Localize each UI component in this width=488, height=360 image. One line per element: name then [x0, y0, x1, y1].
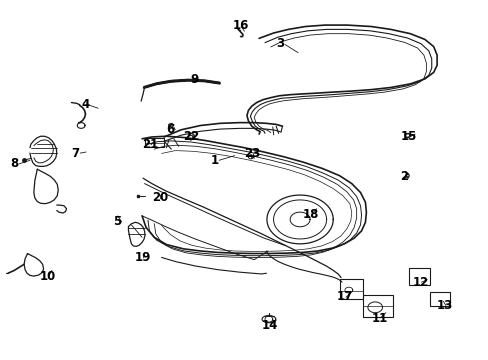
- Text: 19: 19: [135, 251, 151, 264]
- Text: 14: 14: [261, 319, 277, 332]
- Text: 21: 21: [142, 138, 158, 150]
- Text: 9: 9: [190, 73, 199, 86]
- Text: 13: 13: [436, 299, 452, 312]
- Text: 23: 23: [244, 147, 260, 159]
- Text: 8: 8: [10, 157, 19, 170]
- Text: 3: 3: [276, 37, 284, 50]
- Bar: [362, 296, 392, 317]
- Text: 15: 15: [400, 130, 416, 144]
- Text: 20: 20: [152, 192, 168, 204]
- Text: 7: 7: [71, 147, 80, 159]
- Bar: [144, 138, 163, 147]
- Bar: [429, 292, 449, 306]
- Text: 16: 16: [232, 19, 248, 32]
- Text: 2: 2: [400, 170, 408, 183]
- Text: 10: 10: [40, 270, 56, 283]
- Text: 17: 17: [336, 290, 353, 303]
- Text: 1: 1: [210, 154, 218, 167]
- Text: 18: 18: [303, 208, 319, 221]
- Text: 12: 12: [412, 276, 428, 289]
- Text: 6: 6: [166, 123, 174, 136]
- Bar: [408, 267, 429, 285]
- Text: 11: 11: [370, 311, 386, 325]
- Text: 5: 5: [113, 215, 121, 228]
- Text: 22: 22: [183, 130, 200, 144]
- Text: 4: 4: [81, 98, 89, 111]
- Bar: [339, 279, 362, 299]
